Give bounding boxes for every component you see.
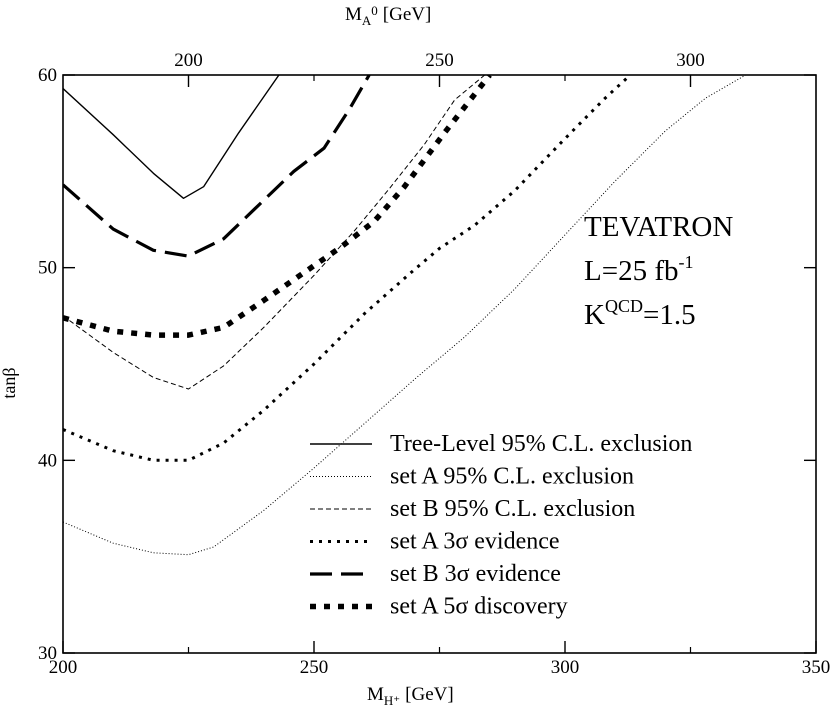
series-line-5: [63, 75, 371, 258]
series-line-3: [63, 75, 486, 390]
annotation-line-2: L=25 fb-1: [584, 252, 693, 287]
annotation-block: TEVATRON L=25 fb-1 KQCD=1.5: [584, 211, 733, 331]
series-line-6: [63, 75, 492, 338]
annotation-line-1: TEVATRON: [584, 211, 733, 243]
legend-label-2: set A 95% C.L. exclusion: [390, 464, 634, 490]
x2-tick-label: 250: [425, 50, 454, 71]
x-tick-label: 250: [300, 657, 329, 678]
legend-label-4: set A 3σ evidence: [390, 529, 560, 555]
x2-tick-label: 300: [676, 50, 705, 71]
series-layer: [63, 75, 746, 556]
x-axis-label: MH⁺ [GeV]: [367, 684, 454, 708]
y-axis-label: tanβ: [0, 367, 19, 398]
x-tick-label: 200: [49, 657, 78, 678]
series-line-1: [63, 75, 280, 199]
legend-label-3: set B 95% C.L. exclusion: [390, 496, 635, 522]
y-tick-label: 40: [38, 450, 57, 471]
x2-axis-label: MA0 [GeV]: [345, 3, 431, 28]
legend-label-5: set B 3σ evidence: [390, 561, 561, 587]
annotation-line-3: KQCD=1.5: [584, 296, 696, 331]
x-tick-label: 300: [551, 657, 580, 678]
y-tick-label: 30: [38, 643, 57, 664]
y-tick-label: 60: [38, 65, 57, 86]
legend: Tree-Level 95% C.L. exclusion set A 95% C…: [310, 431, 692, 620]
legend-label-1: Tree-Level 95% C.L. exclusion: [390, 431, 692, 457]
legend-label-6: set A 5σ discovery: [390, 594, 568, 620]
y-tick-label: 50: [38, 258, 57, 279]
x-tick-label: 350: [802, 657, 831, 678]
series-line-4: [63, 75, 632, 462]
ticks-layer: 200 250 300 350 200 250 300 30 40 50 60: [38, 50, 830, 678]
x2-tick-label: 200: [174, 50, 203, 71]
